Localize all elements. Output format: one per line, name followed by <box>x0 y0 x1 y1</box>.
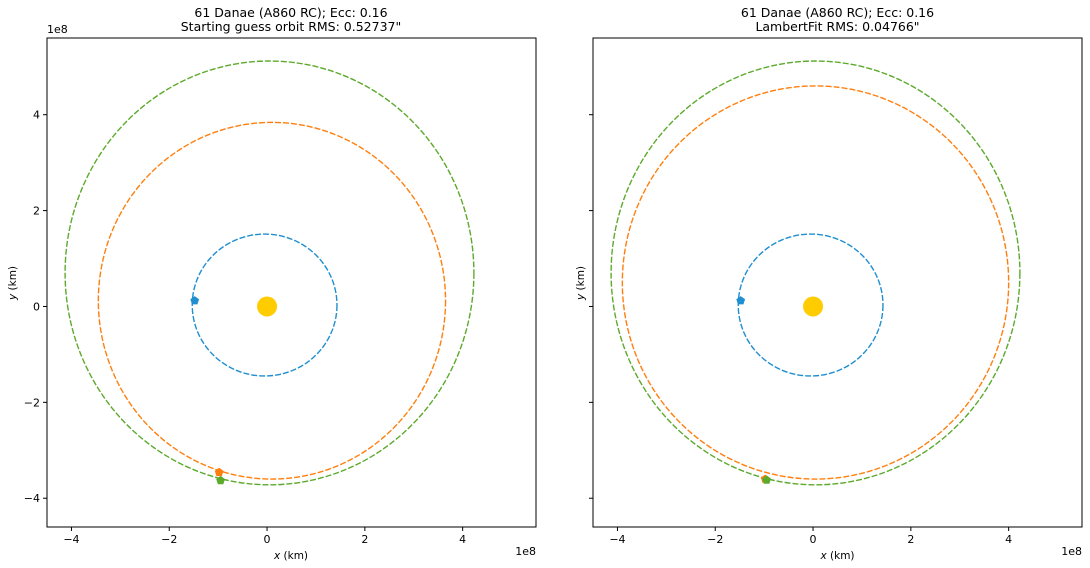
body-position-marker-1 <box>736 296 746 305</box>
body-position-marker-2 <box>214 467 224 477</box>
panel2-x-offset-label: 1e8 <box>1061 545 1082 558</box>
x-tick-label: −2 <box>707 533 723 546</box>
panel2-plot-area: −4 −2 0 2 4 <box>589 37 1083 546</box>
orbit-path-1 <box>737 233 884 377</box>
x-tick-label: 2 <box>907 533 914 546</box>
panel2-title-line2: LambertFit RMS: 0.04766" <box>755 19 919 34</box>
panel-starting-guess: 61 Danae (A860 RC); Ecc: 0.16 Starting g… <box>7 5 537 562</box>
y-tick-label: 2 <box>33 205 40 218</box>
orbit-path-1 <box>191 233 338 377</box>
y-tick-label: 4 <box>33 109 40 122</box>
panel-lambertfit: 61 Danae (A860 RC); Ecc: 0.16 LambertFit… <box>575 5 1083 562</box>
x-tick-label: −4 <box>63 533 79 546</box>
x-tick-label: −2 <box>161 533 177 546</box>
panel1-x-axis-label: x (km) <box>273 550 308 562</box>
body-position-marker-3 <box>762 475 771 484</box>
orbit-path-3 <box>610 60 1021 486</box>
panel1-plot-area: −4 −2 0 2 4 −4 −2 0 2 4 <box>24 37 537 546</box>
orbit-path-2 <box>97 121 447 480</box>
x-tick-label: 0 <box>810 533 817 546</box>
x-tick-label: 0 <box>264 533 271 546</box>
x-tick-label: 2 <box>361 533 368 546</box>
panel1-x-offset-label: 1e8 <box>515 545 536 558</box>
axes-frame <box>592 37 1083 528</box>
body-position-marker-3 <box>216 475 225 485</box>
y-tick-label: −2 <box>24 396 40 409</box>
orbit-path-3 <box>64 60 475 486</box>
axes-frame <box>46 37 537 528</box>
panel1-title-line1: 61 Danae (A860 RC); Ecc: 0.16 <box>194 5 387 20</box>
panel1-y-axis-label: y (km) <box>7 266 19 301</box>
sun-marker <box>257 296 278 317</box>
y-tick-label: −4 <box>24 492 40 505</box>
sun-marker <box>803 296 824 317</box>
x-tick-label: −4 <box>609 533 625 546</box>
panel1-title-line2: Starting guess orbit RMS: 0.52737" <box>181 19 401 34</box>
body-position-marker-1 <box>190 296 200 305</box>
panel2-title-line1: 61 Danae (A860 RC); Ecc: 0.16 <box>741 5 934 20</box>
y-tick-label: 0 <box>33 300 40 313</box>
panel2-y-axis-label: y (km) <box>575 266 587 301</box>
x-tick-label: 4 <box>459 533 466 546</box>
orbit-path-2 <box>621 85 1010 480</box>
panel2-x-axis-label: x (km) <box>819 550 854 562</box>
panel1-y-offset-label: 1e8 <box>47 23 68 36</box>
x-tick-label: 4 <box>1005 533 1012 546</box>
